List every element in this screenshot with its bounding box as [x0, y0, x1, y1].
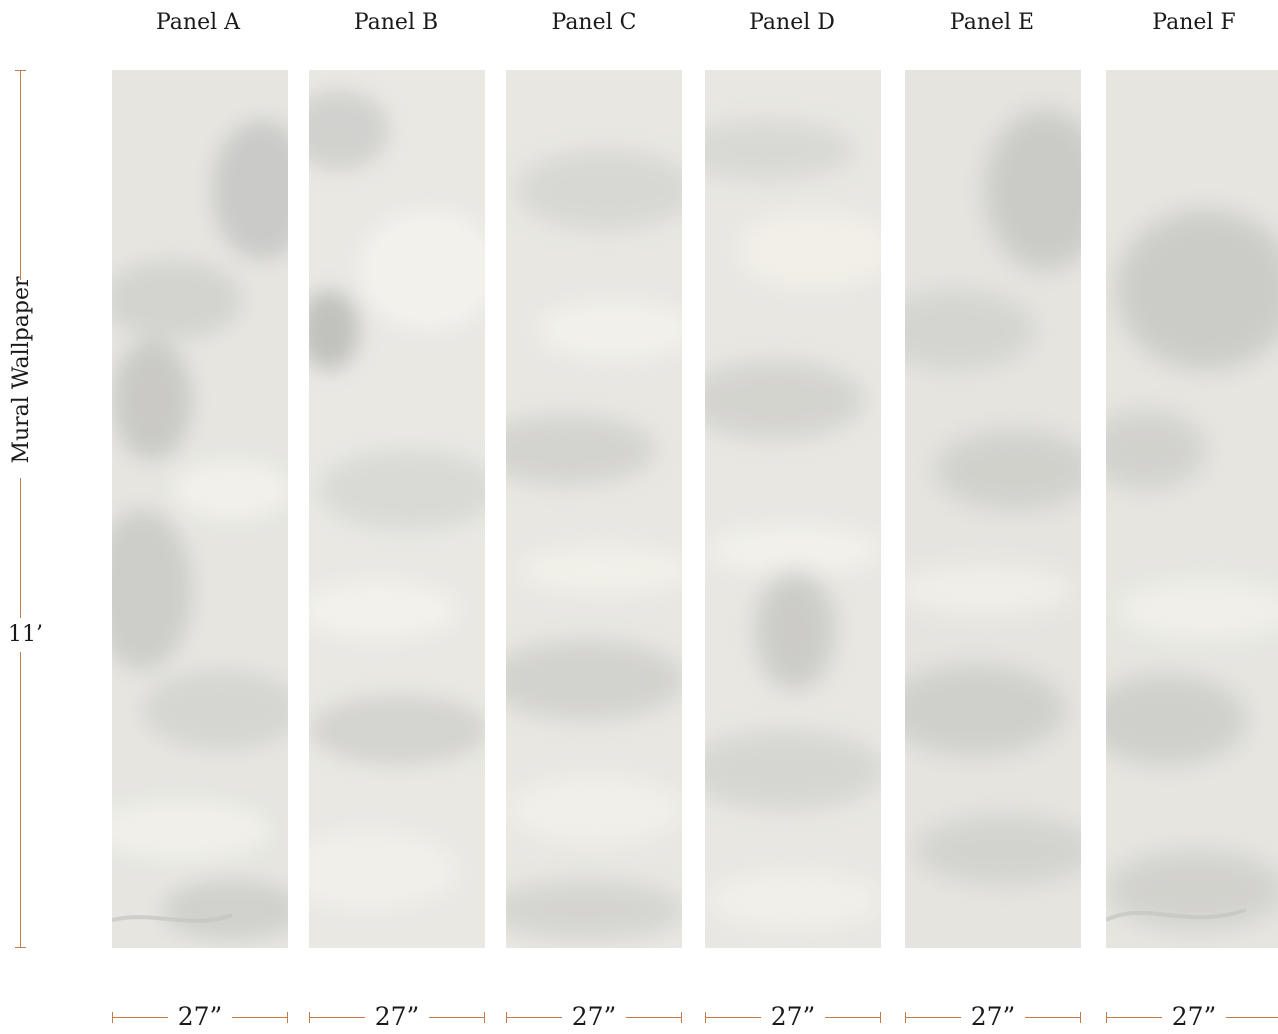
dimension-tick-right [1080, 1012, 1081, 1023]
height-dimension-line-top [20, 70, 21, 280]
panel-f-title: Panel F [1152, 10, 1236, 35]
height-dimension-line-bottom [20, 652, 21, 948]
height-dimension-tick-bottom [15, 947, 26, 948]
panel-a-title: Panel A [155, 10, 241, 35]
dimension-tick-right [880, 1012, 881, 1023]
panel-f-width-label: 27” [1161, 1002, 1227, 1031]
panel-e-width-label: 27” [960, 1002, 1026, 1031]
dimension-tick-right [287, 1012, 288, 1023]
panel-e-width-dimension: 27” [905, 1002, 1081, 1032]
panel-b-image [309, 70, 485, 948]
panel-c-title: Panel C [551, 10, 637, 35]
height-dimension-line-middle [20, 478, 21, 618]
panel-d-width-dimension: 27” [705, 1002, 881, 1032]
dimension-tick-right [484, 1012, 485, 1023]
height-dimension-tick-top [15, 70, 26, 71]
panel-a-width-label: 27” [167, 1002, 233, 1031]
panel-f-image [1106, 70, 1278, 948]
panel-d-image [705, 70, 881, 948]
panel-e-image [905, 70, 1081, 948]
panel-e-title: Panel E [949, 10, 1035, 35]
panel-c-width-dimension: 27” [506, 1002, 682, 1032]
panel-d-title: Panel D [749, 10, 835, 35]
panel-b-title: Panel B [353, 10, 439, 35]
panel-a-image [112, 70, 288, 948]
panel-d-width-label: 27” [760, 1002, 826, 1031]
mural-wallpaper-label: Mural Wallpaper [9, 276, 34, 464]
dimension-tick-right [681, 1012, 682, 1023]
panel-a-width-dimension: 27” [112, 1002, 288, 1032]
panel-f-width-dimension: 27” [1106, 1002, 1278, 1032]
panel-b-width-label: 27” [364, 1002, 430, 1031]
panel-c-width-label: 27” [561, 1002, 627, 1031]
panel-c-image [506, 70, 682, 948]
height-label: 11’ [8, 622, 43, 647]
panel-b-width-dimension: 27” [309, 1002, 485, 1032]
